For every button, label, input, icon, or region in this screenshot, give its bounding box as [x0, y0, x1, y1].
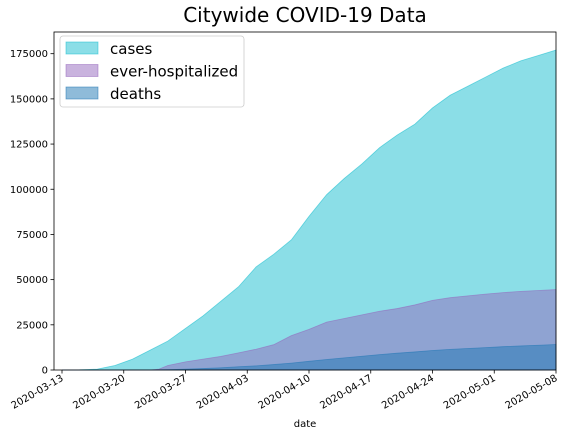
legend-swatch-cases — [65, 41, 99, 55]
x-tick-label: 2020-03-20 — [71, 373, 127, 412]
y-tick-label: 175000 — [10, 49, 48, 60]
x-tick-label: 2020-04-24 — [380, 373, 436, 412]
plot-frame — [53, 31, 557, 371]
legend-label-ever-hospitalized: ever-hospitalized — [110, 63, 238, 81]
y-tick-label: 100000 — [10, 185, 48, 196]
legend-swatch-ever-hospitalized — [65, 64, 99, 77]
y-tick-label: 50000 — [16, 275, 48, 286]
legend: cases ever-hospitalized deaths — [59, 35, 245, 108]
x-tick-label: 2020-03-27 — [133, 373, 189, 412]
legend-frame — [59, 35, 245, 108]
x-tick-label: 2020-05-08 — [504, 373, 560, 412]
legend-swatch-deaths — [65, 86, 99, 100]
y-tick-label: 125000 — [10, 140, 48, 151]
legend-label-deaths: deaths — [110, 85, 161, 103]
x-tick-label: 2020-03-13 — [10, 373, 66, 412]
chart-title: Citywide COVID-19 Data — [183, 3, 427, 27]
y-axis: 0 25000 50000 75000 100000 125000 150000 175000 — [10, 49, 54, 377]
x-tick-label: 2020-04-17 — [318, 373, 374, 412]
series-area-cases — [61, 49, 557, 371]
y-tick-label: 75000 — [16, 230, 48, 241]
x-tick-label: 2020-04-03 — [195, 373, 251, 412]
x-tick-label: 2020-05-01 — [442, 373, 498, 412]
legend-label-cases: cases — [110, 40, 152, 58]
y-tick-label: 0 — [42, 366, 48, 377]
y-tick-label: 25000 — [16, 320, 48, 331]
y-tick-label: 150000 — [10, 94, 48, 105]
x-axis-label: date — [294, 419, 317, 430]
x-tick-label: 2020-04-10 — [257, 373, 313, 412]
x-axis: 2020-03-13 2020-03-20 2020-03-27 2020-04-03… — [10, 370, 560, 412]
